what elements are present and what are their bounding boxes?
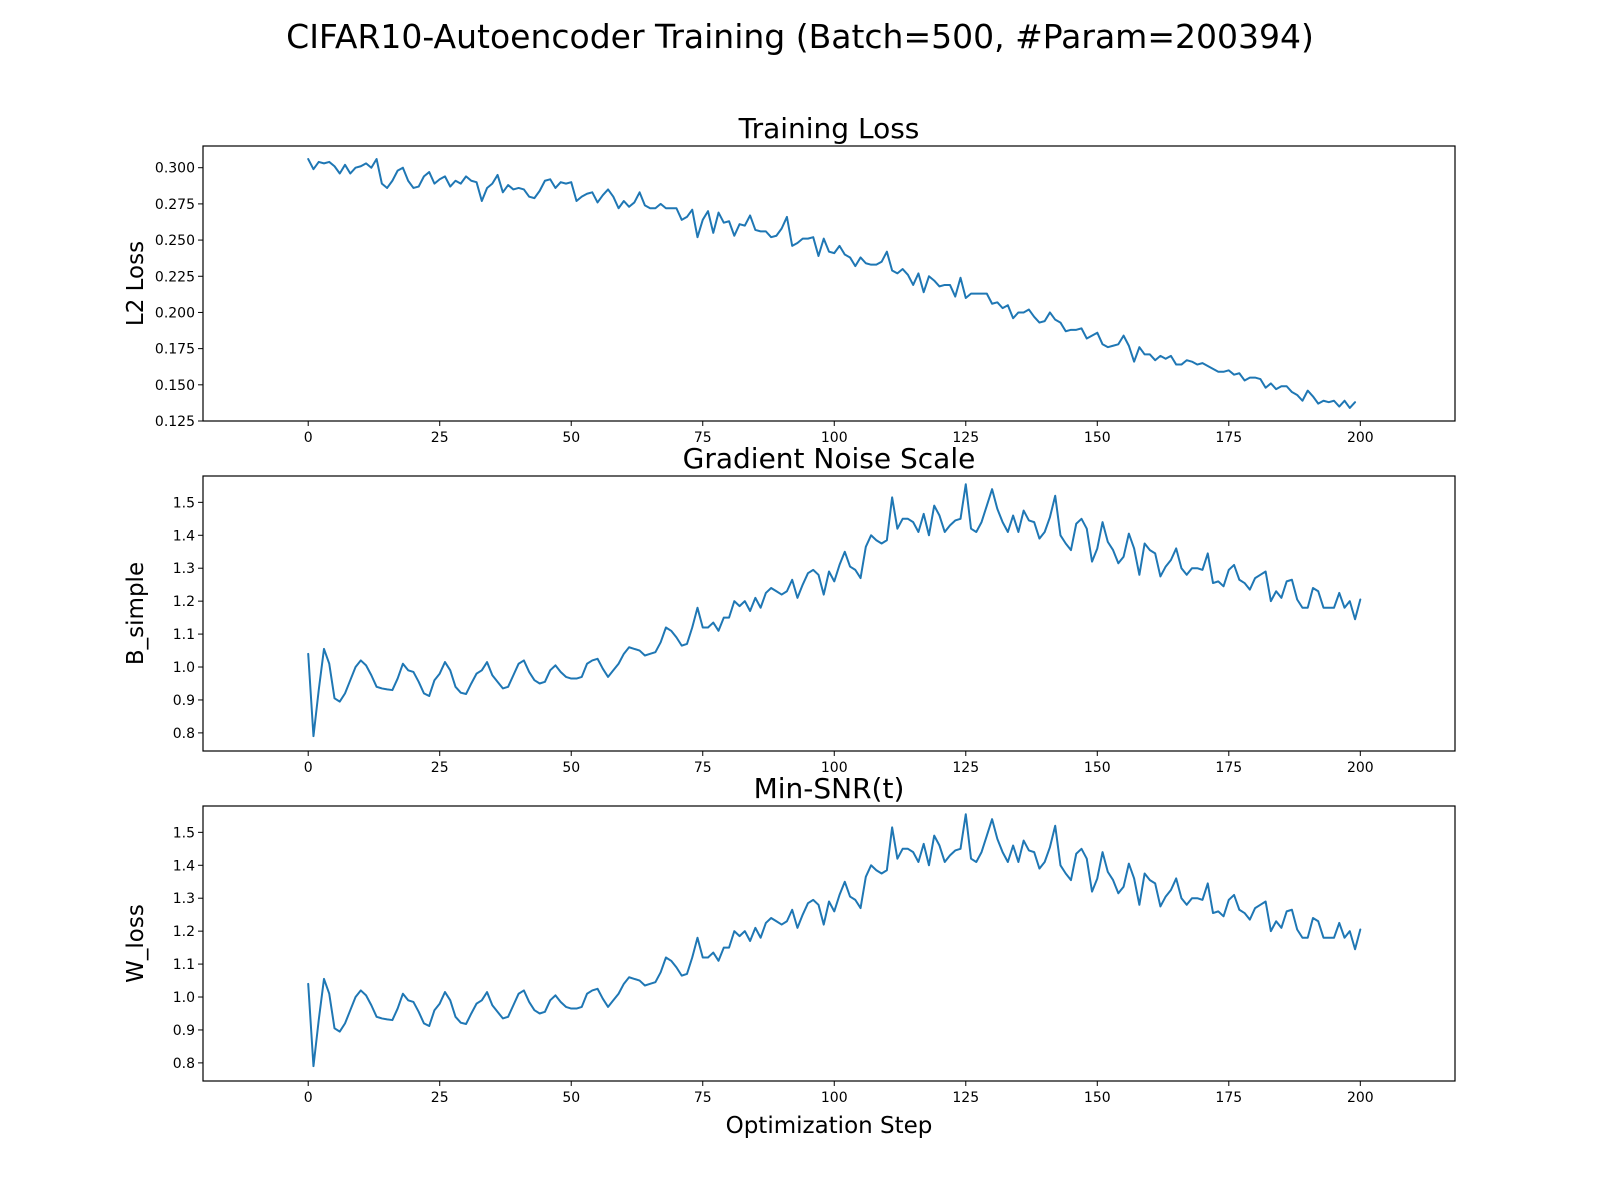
x-tick-label: 175	[1215, 430, 1242, 446]
figure-title: CIFAR10-Autoencoder Training (Batch=500,…	[286, 17, 1314, 56]
x-tick-label: 100	[821, 430, 848, 446]
y-tick-label: 1.5	[173, 495, 195, 511]
subplot-title: Gradient Noise Scale	[683, 442, 976, 475]
subplot-2: Gradient Noise Scale B_simple 0 25 50 75 100 12…	[123, 442, 1456, 776]
y-tick-label: 1.3	[173, 891, 195, 907]
y-tick-label: 0.300	[155, 161, 195, 177]
plot-frame	[202, 475, 1456, 752]
x-tick-label: 100	[821, 1090, 848, 1106]
subplot-title: Training Loss	[738, 112, 920, 145]
subplot-title: Min-SNR(t)	[754, 772, 905, 805]
x-tick-label: 0	[304, 430, 313, 446]
y-tick-label: 0.125	[155, 414, 195, 430]
x-tick-label: 50	[562, 1090, 580, 1106]
y-tick-label: 1.3	[173, 561, 195, 577]
y-tick-label: 1.1	[173, 957, 195, 973]
x-tick-label: 0	[304, 760, 313, 776]
x-tick-label: 75	[694, 1090, 712, 1106]
y-tick-label: 1.2	[173, 924, 195, 940]
x-tick-label: 125	[952, 430, 979, 446]
y-tick-label: 0.250	[155, 233, 195, 249]
x-tick-label: 25	[431, 1090, 449, 1106]
x-tick-label: 200	[1347, 760, 1374, 776]
x-tick-label: 200	[1347, 430, 1374, 446]
x-tick-label: 50	[562, 430, 580, 446]
y-tick-label: 1.0	[173, 990, 195, 1006]
x-tick-label: 25	[431, 760, 449, 776]
x-tick-label: 25	[431, 430, 449, 446]
x-tick-label: 200	[1347, 1090, 1374, 1106]
x-tick-label: 150	[1084, 1090, 1111, 1106]
y-tick-label: 0.9	[173, 693, 195, 709]
x-tick-label: 150	[1084, 430, 1111, 446]
y-tick-label: 1.2	[173, 594, 195, 610]
y-tick-label: 1.1	[173, 627, 195, 643]
y-tick-label: 0.8	[173, 726, 195, 742]
x-tick-label: 175	[1215, 760, 1242, 776]
x-tick-label: 175	[1215, 1090, 1242, 1106]
x-tick-label: 150	[1084, 760, 1111, 776]
x-tick-label: 50	[562, 760, 580, 776]
y-tick-label: 0.150	[155, 378, 195, 394]
y-tick-label: 0.9	[173, 1023, 195, 1039]
x-tick-label: 125	[952, 760, 979, 776]
y-tick-label: 0.200	[155, 305, 195, 321]
y-tick-label: 0.175	[155, 342, 195, 358]
y-tick-label: 1.4	[173, 858, 195, 874]
x-axis-label: Optimization Step	[726, 1113, 933, 1139]
y-tick-label: 1.5	[173, 825, 195, 841]
subplot-3: Min-SNR(t) W_loss Optimization Step 0 25 50 75…	[123, 772, 1456, 1139]
x-tick-label: 75	[694, 760, 712, 776]
y-tick-label: 1.0	[173, 660, 195, 676]
y-tick-label: 0.275	[155, 197, 195, 213]
y-tick-label: 0.225	[155, 269, 195, 285]
x-tick-label: 125	[952, 1090, 979, 1106]
plot-frame	[202, 805, 1456, 1082]
x-tick-label: 75	[694, 430, 712, 446]
y-tick-label: 0.8	[173, 1056, 195, 1072]
subplot-1: Training Loss L2 Loss 0 25 50 75 100 125 150 175 2…	[123, 112, 1456, 446]
y-axis-label: W_loss	[123, 904, 149, 983]
series-line-1	[307, 813, 1362, 1068]
x-tick-label: 100	[821, 760, 848, 776]
x-tick-label: 0	[304, 1090, 313, 1106]
y-axis-label: B_simple	[123, 562, 149, 665]
subplots: Training Loss L2 Loss 0 25 50 75 100 125 150 175 2…	[123, 112, 1456, 1139]
y-tick-label: 1.4	[173, 528, 195, 544]
y-axis-label: L2 Loss	[123, 241, 149, 326]
series-line-1	[307, 483, 1362, 738]
series-line-1	[307, 158, 1357, 409]
plot-frame	[202, 145, 1456, 422]
